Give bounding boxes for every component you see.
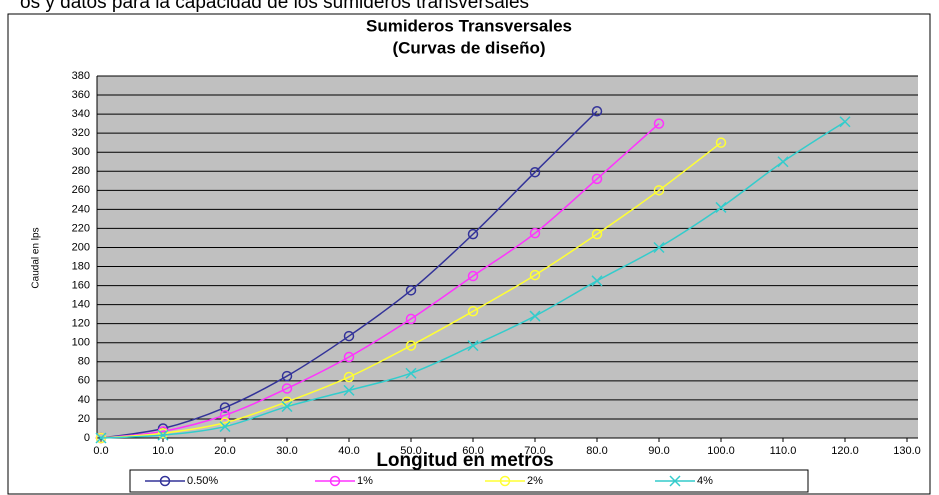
chart-subtitle: (Curvas de diseño): [392, 38, 545, 57]
legend-marker: [329, 475, 341, 487]
data-point: [653, 185, 665, 196]
y-tick-label: 280: [72, 165, 90, 177]
x-tick-label: 30.0: [276, 445, 297, 457]
page-caption: os y datos para la capacidad de los sumi…: [20, 0, 529, 13]
data-point: [715, 137, 727, 148]
legend: [129, 469, 809, 493]
data-point: [219, 421, 231, 433]
x-tick-label: 110.0: [770, 445, 797, 457]
y-tick-label: 320: [72, 127, 90, 139]
y-tick-label: 240: [72, 203, 90, 215]
legend-marker: [159, 475, 171, 487]
data-point: [343, 384, 355, 396]
x-axis-title: Longitud en metros: [376, 450, 553, 471]
y-tick-label: 340: [72, 108, 90, 120]
x-tick-label: 100.0: [707, 445, 735, 457]
series-line: [100, 123, 660, 439]
data-point: [405, 340, 417, 351]
legend-label: 1%: [357, 475, 373, 487]
data-point: [343, 351, 355, 363]
data-point: [591, 275, 603, 287]
data-point: [529, 310, 541, 322]
legend-label: 2%: [527, 475, 543, 487]
data-point: [467, 306, 479, 317]
x-tick-label: 50.0: [400, 445, 421, 457]
series-line: [100, 142, 722, 439]
data-point: [591, 228, 603, 240]
data-point: [529, 227, 541, 239]
data-point: [777, 156, 789, 168]
plot-area: [97, 76, 918, 438]
data-point: [281, 401, 293, 413]
data-point: [95, 432, 107, 444]
data-point: [405, 285, 417, 296]
y-tick-label: 380: [72, 70, 90, 82]
data-point: [529, 269, 541, 281]
legend-marker: [669, 475, 681, 487]
legend-label: 4%: [697, 475, 713, 487]
x-tick-label: 90.0: [648, 445, 669, 457]
data-point: [343, 330, 355, 342]
data-point: [281, 370, 293, 382]
y-tick-label: 60: [78, 375, 90, 387]
chart-title: Sumideros Transversales: [366, 16, 572, 35]
x-tick-label: 70.0: [524, 445, 545, 457]
data-point: [219, 402, 231, 413]
y-tick-label: 20: [78, 413, 90, 425]
y-tick-label: 40: [78, 394, 90, 406]
x-tick-label: 20.0: [214, 445, 235, 457]
data-point: [405, 313, 417, 325]
y-axis-title: Caudal en lps: [31, 227, 42, 288]
chart-frame: [7, 13, 931, 495]
data-point: [219, 409, 231, 421]
data-point: [281, 383, 293, 394]
legend-label: 0.50%: [187, 475, 218, 487]
data-point: [405, 367, 417, 379]
x-tick-label: 60.0: [462, 445, 483, 457]
data-point: [529, 166, 541, 178]
y-tick-label: 80: [78, 356, 90, 368]
data-point: [467, 340, 479, 352]
data-point: [467, 270, 479, 282]
data-point: [467, 228, 479, 240]
x-tick-label: 0.0: [93, 445, 108, 457]
y-tick-label: 0: [84, 432, 90, 444]
y-tick-label: 100: [72, 337, 90, 349]
data-point: [653, 118, 665, 129]
y-tick-label: 140: [72, 299, 90, 311]
y-tick-label: 220: [72, 222, 90, 234]
data-point: [715, 201, 727, 213]
data-point: [653, 241, 665, 254]
series-line: [100, 110, 598, 439]
x-tick-label: 120.0: [831, 445, 859, 457]
legend-marker: [499, 475, 511, 487]
data-point: [343, 371, 355, 383]
y-tick-label: 120: [72, 318, 90, 330]
data-point: [591, 105, 603, 117]
data-point: [157, 427, 169, 439]
x-tick-label: 80.0: [586, 445, 607, 457]
data-point: [839, 116, 851, 128]
x-tick-label: 10.0: [152, 445, 173, 457]
data-point: [591, 173, 603, 185]
data-point: [157, 429, 169, 441]
y-tick-label: 200: [72, 241, 90, 253]
y-tick-label: 360: [72, 89, 90, 101]
x-tick-label: 130.0: [893, 445, 921, 457]
x-tick-label: 40.0: [338, 445, 359, 457]
y-tick-label: 180: [72, 260, 90, 272]
y-tick-label: 260: [72, 184, 90, 196]
y-tick-label: 160: [72, 279, 90, 291]
y-tick-label: 300: [72, 146, 90, 158]
